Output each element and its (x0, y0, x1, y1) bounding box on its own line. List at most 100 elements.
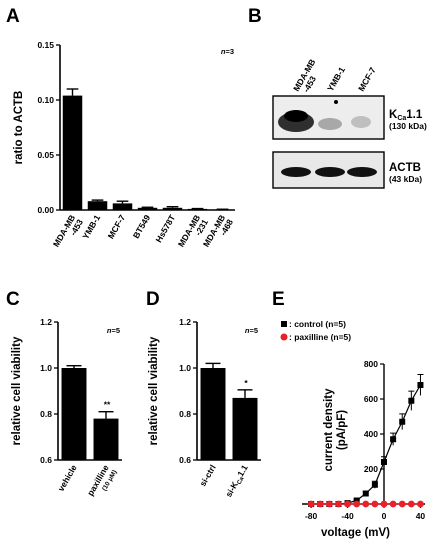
data-point (335, 500, 342, 508)
x-tick-label: 40 (416, 511, 426, 521)
bar (112, 203, 133, 210)
n-annotation: n=5 (107, 326, 120, 335)
x-tick-label-part: 1.1 (235, 463, 250, 478)
x-tick-label-group: BT549 (131, 213, 153, 240)
x-tick-label-group: si-ctrl (197, 463, 217, 488)
y-tick-label: 400 (364, 429, 378, 439)
x-tick-label: YMB-1 (80, 213, 102, 241)
bar (61, 368, 87, 460)
n-annotation-value: =5 (249, 326, 258, 335)
x-tick-label-group: si-KCa1.1 (223, 463, 251, 500)
y-tick-label: 800 (364, 359, 378, 369)
y-tick-label: 200 (364, 464, 378, 474)
x-tick-label: -80 (305, 511, 318, 521)
y-tick-label: 0.00 (37, 205, 54, 215)
y-tick-label: 1.0 (179, 363, 191, 373)
x-tick-label-line: YMB-1 (80, 213, 102, 241)
data-point (398, 500, 406, 508)
legend-marker (281, 321, 287, 327)
n-annotation-var: n (107, 326, 112, 335)
blot-label-part: K (389, 109, 398, 121)
y-tick-label: 0.8 (179, 409, 191, 419)
y-axis-title-line: current density (323, 388, 335, 472)
data-point (371, 481, 378, 488)
data-point (362, 500, 370, 508)
panel-b-western-blot: B MDA-MB-453 YMB-1 MCF-7 KCa1.1(130 kDa) ACTB… (248, 6, 427, 189)
lane-label: MDA-MB-453 (291, 57, 325, 97)
n-annotation-value: =5 (111, 326, 120, 335)
significance-mark: ** (104, 400, 111, 410)
bar (200, 368, 226, 460)
n-annotation-var: n (221, 47, 226, 56)
y-axis-title-line: (pA/pF) (336, 410, 348, 450)
x-tick-label: vehicle (56, 463, 79, 493)
blot-speck (334, 100, 338, 104)
x-axis-title: voltage (mV) (321, 527, 390, 539)
blot-band (351, 116, 371, 128)
panel-e-line-chart: E 200 400 600 800 -80 -40 0 40 voltage (mV) curren… (272, 289, 425, 539)
panel-letter-a: A (6, 6, 20, 27)
x-tick-label-line: si-ctrl (197, 463, 217, 488)
x-tick-label-group: Hs578T (153, 212, 177, 244)
significance-mark: * (244, 378, 248, 388)
data-point (316, 500, 324, 508)
y-tick-label: 0.6 (179, 455, 191, 465)
x-tick-label-line: vehicle (56, 463, 79, 493)
lane-label-group: MDA-MB-453 (291, 57, 325, 97)
blot-band (315, 167, 345, 177)
x-tick-label-group: MCF-7 (106, 213, 128, 241)
data-point (344, 500, 351, 508)
blot-band (347, 167, 377, 177)
blot-label-part: 1.1 (406, 109, 423, 121)
x-tick-label: 0 (382, 511, 387, 521)
n-annotation: n=5 (245, 326, 258, 335)
lane-label: MCF-7 (356, 65, 378, 93)
data-point (399, 418, 406, 425)
x-tick-label: paxilline(10 μM) (85, 463, 119, 502)
x-tick-label: MCF-7 (106, 213, 128, 241)
data-point (390, 436, 397, 443)
lane-label-line: YMB-1 (325, 65, 347, 93)
data-point (353, 500, 361, 508)
data-point (389, 500, 397, 508)
blot-band (318, 118, 342, 130)
y-tick-label: 600 (364, 394, 378, 404)
y-tick-label: 0.05 (37, 150, 54, 160)
x-tick-label-group: paxilline(10 μM) (85, 463, 119, 502)
panel-letter-b: B (248, 6, 262, 27)
blot-band (281, 167, 311, 177)
lane-label-group: YMB-1 (325, 65, 347, 93)
y-tick-label: 0.8 (40, 409, 52, 419)
bar (137, 207, 158, 210)
data-point (325, 500, 333, 508)
y-tick-label: 0.10 (37, 95, 54, 105)
y-axis-title: current density(pA/pF) (323, 388, 348, 472)
lane-label-group: MCF-7 (356, 65, 378, 93)
x-tick-label: si-KCa1.1 (223, 463, 251, 500)
panel-letter-d: D (146, 289, 160, 310)
x-tick-label-line: MCF-7 (106, 213, 128, 241)
panel-d-bar-chart: D 0.6 0.8 1.0 1.2 si-ctrl * si-KCa1.1 n=5 relativ… (146, 289, 261, 500)
y-tick-label: 0.6 (40, 455, 52, 465)
y-tick-label: 1.2 (179, 317, 191, 327)
x-tick-label-group: MDA-MB-468 (201, 213, 235, 249)
bar (62, 95, 83, 210)
blot-band (284, 110, 308, 122)
x-tick-label: BT549 (131, 213, 153, 240)
legend-marker (280, 333, 288, 341)
bar (232, 397, 258, 460)
x-tick-label: MDA-MB-453 (51, 213, 85, 253)
data-point (380, 500, 388, 508)
lane-label: YMB-1 (325, 65, 347, 93)
data-point (408, 397, 415, 404)
x-tick-label-line: BT549 (131, 213, 153, 240)
legend-label: : control (n=5) (289, 319, 346, 329)
panel-letter-c: C (6, 289, 20, 310)
x-tick-label-group: vehicle (56, 463, 79, 493)
blot-label-kca: KCa1.1 (389, 109, 423, 122)
blot-label-actb: ACTB (389, 162, 421, 174)
panel-letter-e: E (272, 289, 285, 310)
data-point (362, 490, 369, 497)
